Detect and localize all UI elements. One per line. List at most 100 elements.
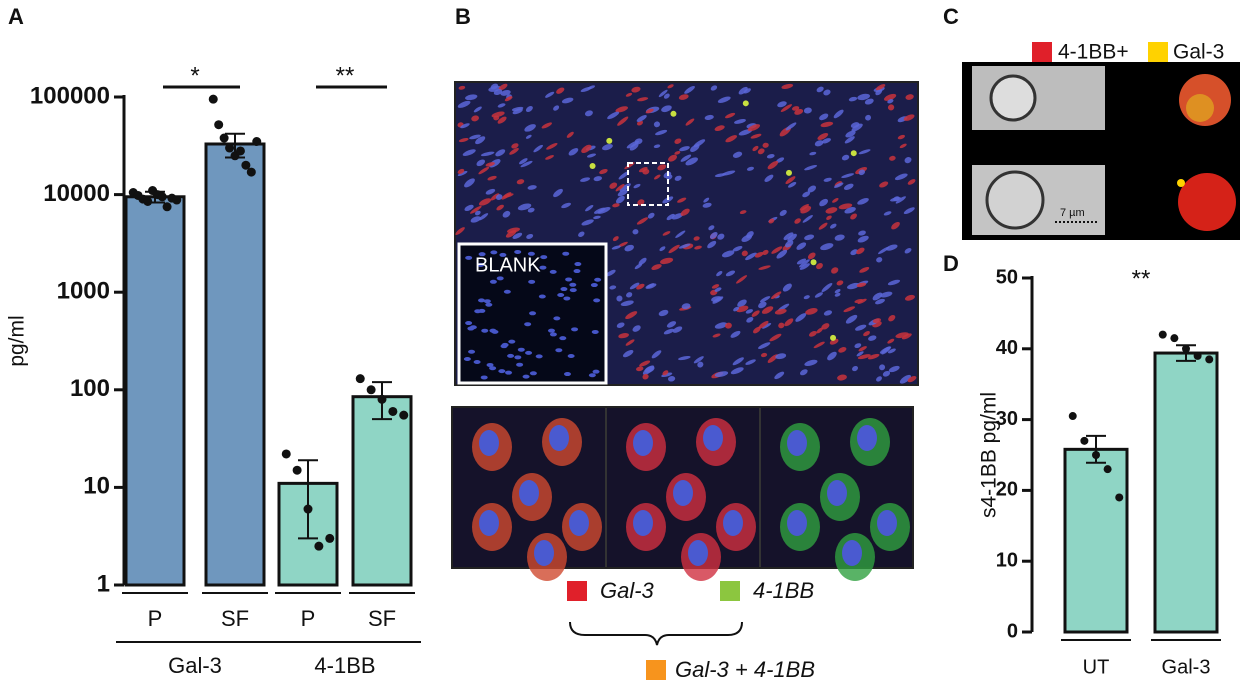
y-tick-label: 10 bbox=[83, 473, 110, 500]
cell bbox=[571, 327, 579, 332]
cell bbox=[661, 372, 673, 377]
cell bbox=[685, 157, 698, 166]
cell bbox=[844, 136, 855, 144]
cell bbox=[737, 299, 747, 307]
cell bbox=[566, 131, 574, 138]
cell bbox=[714, 322, 728, 329]
cell bbox=[800, 369, 808, 376]
y-tick-label: 100000 bbox=[30, 82, 110, 109]
cell bbox=[593, 176, 603, 182]
cell bbox=[887, 99, 894, 104]
cell bbox=[757, 148, 765, 155]
legend-swatch bbox=[720, 581, 740, 601]
cell bbox=[489, 366, 497, 371]
cell bbox=[785, 176, 796, 185]
cell bbox=[524, 124, 536, 132]
data-point bbox=[1170, 334, 1179, 343]
cell bbox=[555, 348, 563, 353]
cell bbox=[497, 103, 506, 108]
y-tick-label: 1 bbox=[97, 570, 110, 597]
cell bbox=[800, 206, 812, 214]
cell bbox=[1178, 173, 1236, 231]
cell bbox=[493, 89, 503, 96]
cell bbox=[827, 351, 837, 361]
data-point bbox=[208, 94, 218, 104]
cell bbox=[495, 149, 506, 157]
cell bbox=[662, 231, 671, 236]
cell bbox=[823, 177, 832, 182]
cell bbox=[642, 168, 650, 175]
data-point bbox=[252, 136, 262, 146]
cell bbox=[708, 225, 715, 231]
zoom-texture bbox=[472, 418, 910, 581]
cell bbox=[889, 197, 902, 202]
cell bbox=[736, 305, 749, 313]
cell bbox=[784, 240, 794, 248]
cell bbox=[730, 367, 744, 375]
y-tick-label: 40 bbox=[996, 337, 1018, 359]
cell bbox=[758, 265, 771, 270]
cell bbox=[714, 371, 729, 377]
cell bbox=[897, 134, 905, 140]
data-point bbox=[1205, 355, 1214, 364]
cell bbox=[864, 98, 874, 105]
cell bbox=[647, 212, 655, 219]
cell bbox=[876, 257, 883, 263]
cell bbox=[507, 353, 515, 358]
nucleus bbox=[787, 430, 807, 456]
cell bbox=[517, 203, 532, 211]
cell bbox=[660, 257, 674, 265]
cell bbox=[516, 362, 524, 367]
cell bbox=[607, 111, 620, 120]
cell bbox=[887, 104, 895, 111]
cell bbox=[674, 138, 682, 144]
data-point bbox=[377, 394, 387, 404]
cell bbox=[618, 241, 628, 247]
x-tick-label: SF bbox=[368, 606, 396, 631]
cell bbox=[545, 155, 554, 160]
legend-label: 4-1BB bbox=[753, 578, 814, 603]
nucleus bbox=[842, 540, 862, 566]
cell bbox=[568, 148, 579, 156]
y-tick-label: 10 bbox=[996, 549, 1018, 571]
cell bbox=[678, 94, 689, 100]
significance: * bbox=[190, 62, 199, 89]
cell bbox=[562, 251, 570, 256]
y-tick-label: 1000 bbox=[57, 278, 110, 305]
cell bbox=[512, 108, 523, 115]
bar bbox=[204, 142, 266, 587]
data-point bbox=[172, 195, 182, 205]
cell bbox=[826, 215, 832, 221]
cell bbox=[742, 100, 749, 107]
data-point bbox=[314, 541, 324, 551]
cell bbox=[833, 109, 844, 119]
cell bbox=[875, 298, 885, 305]
cell bbox=[618, 333, 630, 339]
x-tick-label: SF bbox=[221, 606, 249, 631]
cell bbox=[776, 249, 788, 259]
cell bbox=[485, 162, 495, 167]
data-point bbox=[1068, 412, 1077, 421]
data-point bbox=[235, 146, 245, 156]
cell bbox=[633, 183, 641, 189]
cell bbox=[858, 169, 866, 176]
brace bbox=[569, 621, 743, 646]
cell bbox=[502, 210, 511, 218]
cell bbox=[680, 154, 692, 162]
cell bbox=[857, 354, 871, 360]
cell bbox=[903, 207, 915, 215]
cell bbox=[546, 142, 558, 150]
cell bbox=[778, 322, 785, 329]
cell bbox=[556, 87, 565, 94]
data-point bbox=[292, 465, 302, 475]
cell bbox=[616, 295, 623, 302]
data-point bbox=[157, 192, 167, 202]
cell bbox=[666, 213, 675, 221]
cell bbox=[821, 282, 833, 293]
cell bbox=[512, 232, 523, 239]
cell bbox=[590, 283, 598, 288]
cell bbox=[838, 203, 853, 210]
cell bbox=[667, 84, 674, 89]
cell bbox=[819, 198, 829, 207]
